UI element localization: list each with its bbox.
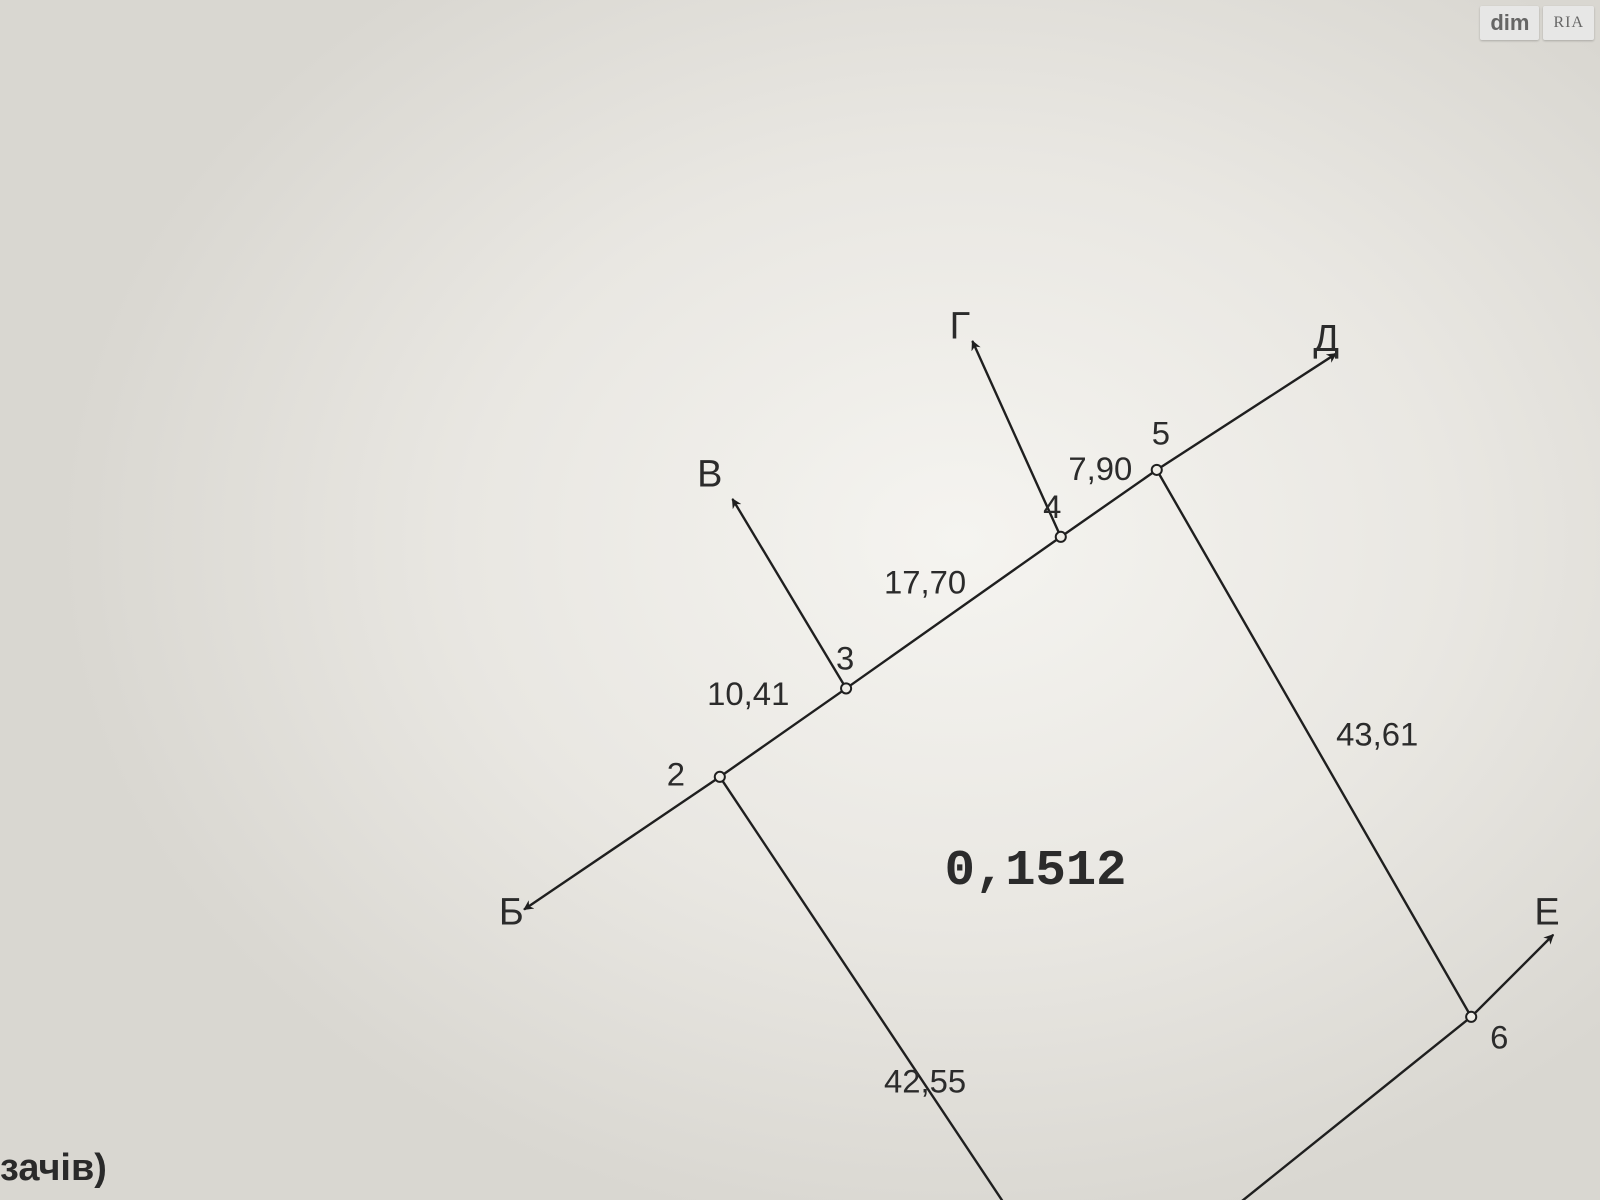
vertex-number-3: 3: [836, 639, 854, 676]
watermark: dim RIA: [1480, 6, 1594, 40]
edge-length-4-5: 7,90: [1068, 450, 1132, 487]
vertex-marker-6: [1466, 1012, 1476, 1022]
land-survey-diagram: { "diagram": { "type": "land-plot-survey…: [0, 0, 1600, 1200]
watermark-ria: RIA: [1543, 6, 1594, 40]
labels-group: АБВГДЕ12345642,5510,4117,707,9043,6136,0…: [499, 306, 1560, 1200]
vertex-number-5: 5: [1152, 415, 1170, 452]
cropped-bottom-text: зачів): [0, 1147, 107, 1190]
direction-arrow-Д: [1157, 354, 1336, 470]
vertex-number-6: 6: [1490, 1018, 1508, 1055]
plot-polygon-group: [720, 470, 1471, 1200]
direction-letter-Д: Д: [1313, 318, 1339, 360]
direction-arrow-В: [732, 499, 846, 688]
direction-letter-В: В: [697, 453, 722, 495]
direction-letter-Е: Е: [1534, 892, 1559, 934]
area-value-label: 0,1512: [945, 843, 1127, 900]
edge-length-3-4: 17,70: [884, 564, 966, 601]
direction-arrow-Е: [1471, 935, 1553, 1017]
vertex-marker-3: [841, 683, 851, 693]
edge-length-2-3: 10,41: [707, 675, 789, 712]
direction-letter-Б: Б: [499, 892, 524, 934]
vertex-marker-2: [715, 772, 725, 782]
watermark-dim: dim: [1480, 6, 1539, 40]
edge-length-5-6: 43,61: [1336, 715, 1418, 752]
edge-length-1-2: 42,55: [884, 1063, 966, 1100]
watermark-dim-text: dim: [1490, 10, 1529, 36]
vertex-markers-group: [715, 465, 1476, 1200]
vertex-marker-4: [1056, 532, 1066, 542]
direction-arrow-Б: [524, 777, 720, 910]
watermark-ria-text: RIA: [1553, 14, 1584, 32]
direction-letter-Г: Г: [950, 306, 971, 348]
vertex-marker-5: [1152, 465, 1162, 475]
plot-polygon: [720, 470, 1471, 1200]
survey-svg: АБВГДЕ12345642,5510,4117,707,9043,6136,0…: [0, 0, 1600, 1200]
vertex-number-2: 2: [667, 756, 685, 793]
vertex-number-4: 4: [1043, 488, 1061, 525]
